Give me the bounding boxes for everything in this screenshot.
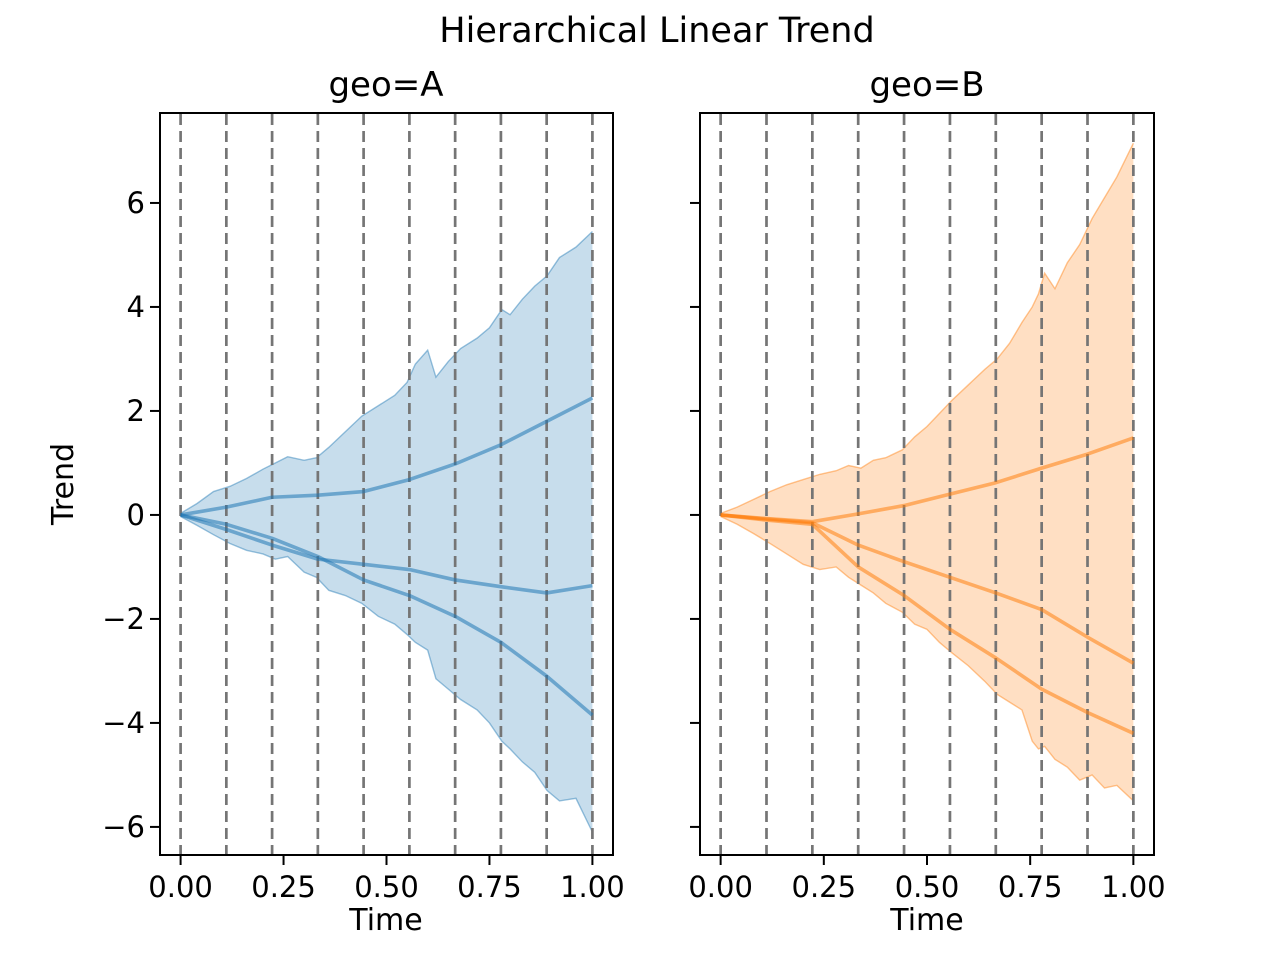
trend-line bbox=[720, 513, 1135, 735]
panel-border bbox=[159, 112, 614, 856]
x-tick-label: 1.00 bbox=[560, 870, 625, 904]
panel-geo-a: 0.00 0.25 0.50 0.75 1.00 6 4 2 0 −2 −4 −6 bbox=[102, 112, 625, 904]
figure-title: Hierarchical Linear Trend bbox=[439, 11, 875, 51]
panel-border bbox=[699, 112, 1155, 856]
x-axis-label-left: Time bbox=[349, 903, 423, 938]
y-tick-label: −4 bbox=[102, 706, 145, 740]
x-tick-label: 0.00 bbox=[148, 870, 213, 904]
y-tick-label: 2 bbox=[127, 394, 145, 428]
panel-title-geo-b: geo=B bbox=[869, 65, 985, 105]
y-tick-label: −2 bbox=[102, 602, 145, 636]
trend-line bbox=[180, 513, 593, 595]
x-tick-label: 0.25 bbox=[251, 870, 316, 904]
y-tick-label: 4 bbox=[127, 290, 145, 324]
trend-line bbox=[180, 513, 594, 717]
x-tick-label: 1.00 bbox=[1101, 870, 1166, 904]
x-tick-label: 0.75 bbox=[998, 870, 1063, 904]
x-tick-label: 0.75 bbox=[457, 870, 522, 904]
panel-geo-b: 0.00 0.25 0.50 0.75 1.00 bbox=[688, 112, 1166, 904]
x-tick-label: 0.00 bbox=[688, 870, 753, 904]
y-axis-label: Trend bbox=[46, 442, 81, 526]
y-tick-label: 0 bbox=[127, 498, 145, 532]
x-axis-label-right: Time bbox=[890, 903, 964, 938]
band-upper-edge bbox=[720, 142, 1134, 515]
uncertainty-band bbox=[180, 231, 593, 833]
trend-line bbox=[180, 396, 594, 517]
x-tick-label: 0.25 bbox=[792, 870, 857, 904]
x-tick-label: 0.50 bbox=[895, 870, 960, 904]
y-tick-label: −6 bbox=[102, 810, 145, 844]
band-lower-edge bbox=[180, 515, 594, 833]
uncertainty-band bbox=[720, 143, 1134, 801]
panel-title-geo-a: geo=A bbox=[328, 65, 444, 105]
y-tick-label: 6 bbox=[127, 186, 145, 220]
band-upper-edge bbox=[180, 231, 593, 514]
x-tick-label: 0.50 bbox=[354, 870, 419, 904]
band-lower-edge bbox=[720, 515, 1134, 802]
